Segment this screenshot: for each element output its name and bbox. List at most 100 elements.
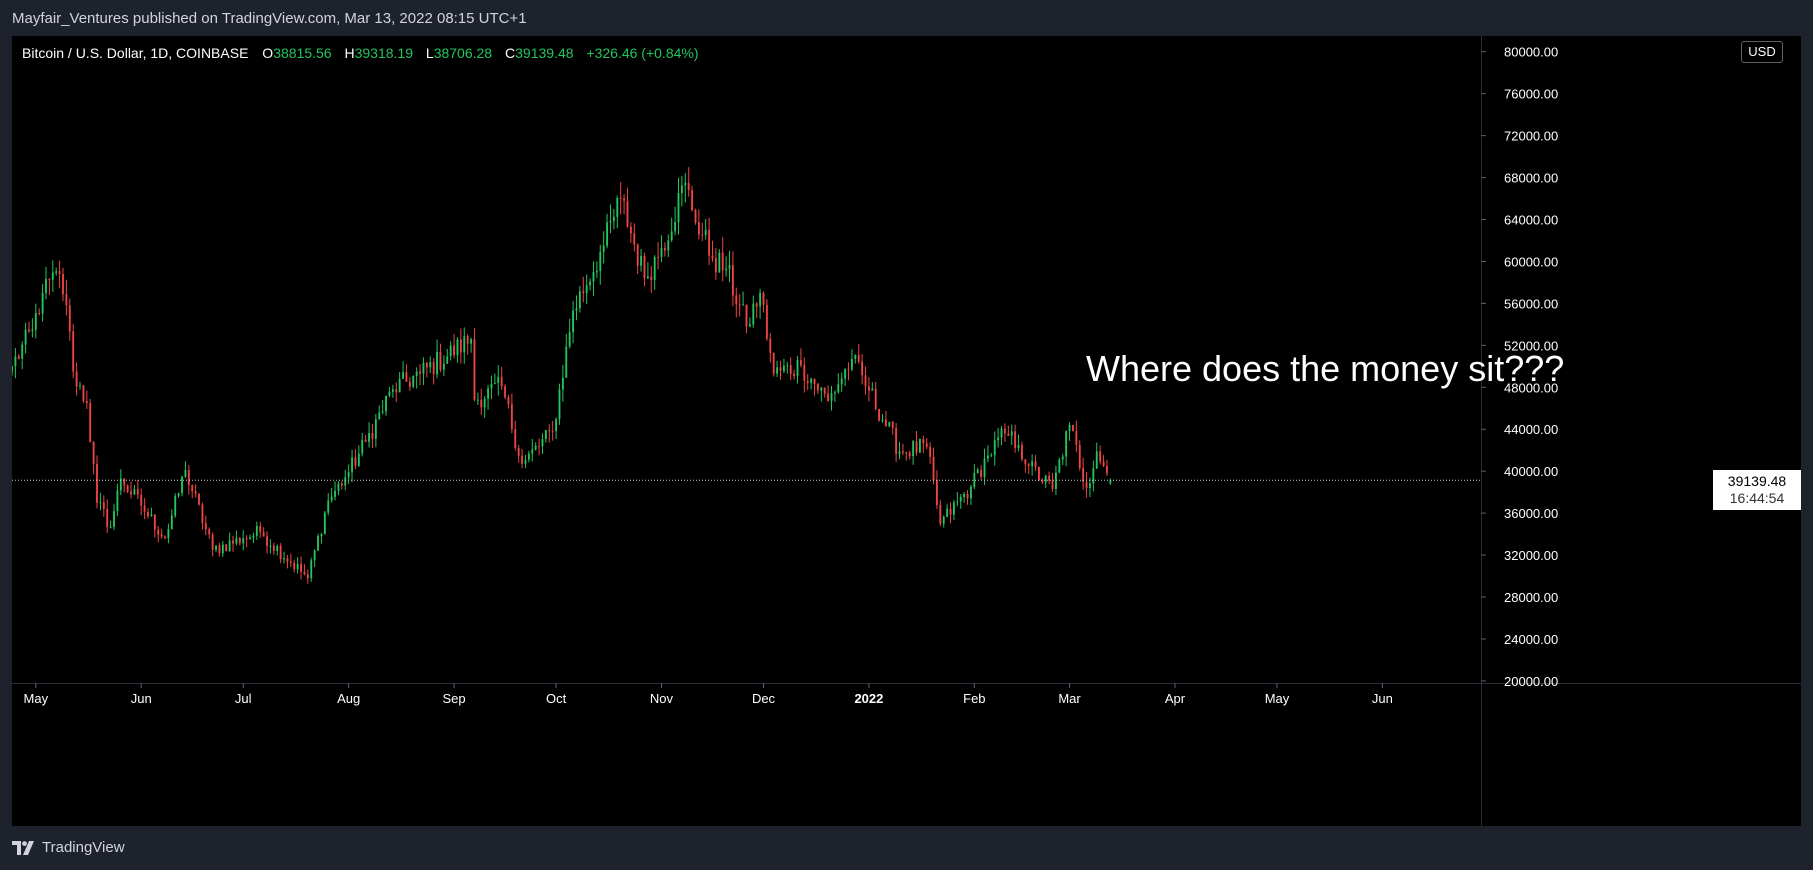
candle-body [272, 545, 275, 551]
candle-body [340, 483, 343, 486]
candle-body [300, 563, 302, 572]
candle-body [228, 540, 231, 552]
candle-body [514, 429, 517, 449]
candle-body [398, 378, 401, 393]
candle-body [864, 375, 867, 387]
candle-body [160, 534, 163, 537]
candle-body [487, 388, 489, 399]
candle-body [1106, 466, 1108, 474]
candle-body [266, 536, 268, 547]
candle-body [136, 489, 139, 495]
candle-body [704, 229, 707, 236]
candle-body [687, 182, 690, 191]
candle-body [752, 303, 755, 325]
candle-body [840, 378, 843, 385]
candle-body [283, 558, 285, 560]
candle-body [640, 255, 643, 266]
candle-body [735, 295, 738, 305]
bar-countdown: 16:44:54 [1729, 490, 1785, 507]
candle-body [153, 514, 156, 530]
candle-body [147, 511, 149, 517]
candle-body [776, 367, 779, 374]
candle-body [691, 190, 694, 211]
candle-body [92, 442, 95, 464]
candle-body [507, 397, 510, 405]
x-tick-label: Sep [442, 691, 465, 706]
candle-body [269, 545, 272, 547]
candle-body [575, 308, 578, 311]
candle-body [813, 378, 816, 384]
candle-body [374, 419, 377, 439]
candle-body [976, 469, 979, 474]
candle-body [337, 483, 340, 491]
candle-body [252, 535, 255, 538]
x-tick-label: Aug [337, 691, 360, 706]
candle-body [541, 439, 544, 447]
candle-body [293, 562, 296, 570]
candle-body [527, 453, 530, 460]
y-tick-label: 68000.00 [1504, 171, 1558, 186]
candle-body [1089, 483, 1091, 488]
y-tick-label: 20000.00 [1504, 674, 1558, 689]
x-tick-label: Feb [963, 691, 985, 706]
footer-bar: TradingView [0, 826, 1813, 870]
candle-body [636, 244, 639, 266]
last-price-tag: 39139.48 16:44:54 [1713, 470, 1801, 511]
candle-body [327, 500, 330, 513]
x-tick-label: Jul [235, 691, 252, 706]
candle-body [62, 274, 64, 295]
last-price-value: 39139.48 [1727, 473, 1787, 490]
x-tick-label: May [1265, 691, 1290, 706]
candle-body [113, 511, 115, 527]
candle-body [344, 477, 347, 486]
candle-body [483, 398, 486, 408]
candle-body [41, 292, 44, 314]
candle-body [12, 366, 13, 372]
candle-body [589, 281, 592, 286]
candle-body [1021, 444, 1023, 460]
y-tick-label: 44000.00 [1504, 422, 1558, 437]
candle-body [357, 453, 360, 466]
candle-body [72, 331, 75, 372]
candle-body [385, 395, 387, 412]
candle-body [354, 457, 357, 466]
candle-body [711, 255, 714, 259]
candle-body [1075, 431, 1078, 445]
chart-annotation-text[interactable]: Where does the money sit??? [1086, 348, 1565, 389]
candle-body [667, 240, 670, 251]
candle-body [935, 480, 938, 506]
candle-body [980, 469, 983, 478]
candle-body [391, 389, 394, 392]
candle-body [1004, 428, 1006, 434]
candle-body [585, 285, 588, 293]
candle-body [204, 523, 207, 530]
candle-body [432, 362, 435, 375]
candle-body [497, 376, 500, 384]
candle-body [184, 470, 187, 477]
candle-body [198, 493, 200, 505]
candle-body [745, 304, 748, 327]
symbol-label[interactable]: Bitcoin / U.S. Dollar, 1D, COINBASE [22, 45, 249, 61]
chart-area[interactable]: 20000.00 24000.00 28000.00 32000.00 36000.00… [12, 36, 1801, 826]
candle-body [908, 452, 911, 457]
candle-body [187, 470, 190, 486]
candle-body [157, 529, 160, 535]
candle-body [857, 355, 860, 362]
candle-body [1058, 459, 1061, 473]
candle-body [317, 536, 319, 551]
candle-body [939, 505, 942, 524]
candle-body [306, 574, 309, 579]
candle-body [504, 386, 507, 398]
candlestick-chart[interactable]: 20000.00 24000.00 28000.00 32000.00 36000.00… [12, 36, 1801, 826]
candle-body [48, 278, 51, 280]
candle-body [279, 545, 282, 560]
currency-button[interactable]: USD [1741, 41, 1783, 63]
candle-body [602, 245, 605, 252]
candle-body [1014, 431, 1017, 449]
candle-body [946, 508, 949, 517]
y-tick-label: 32000.00 [1504, 548, 1558, 563]
candle-body [731, 265, 734, 296]
candle-body [174, 495, 177, 516]
candle-body [990, 455, 993, 457]
candle-body [419, 371, 421, 374]
